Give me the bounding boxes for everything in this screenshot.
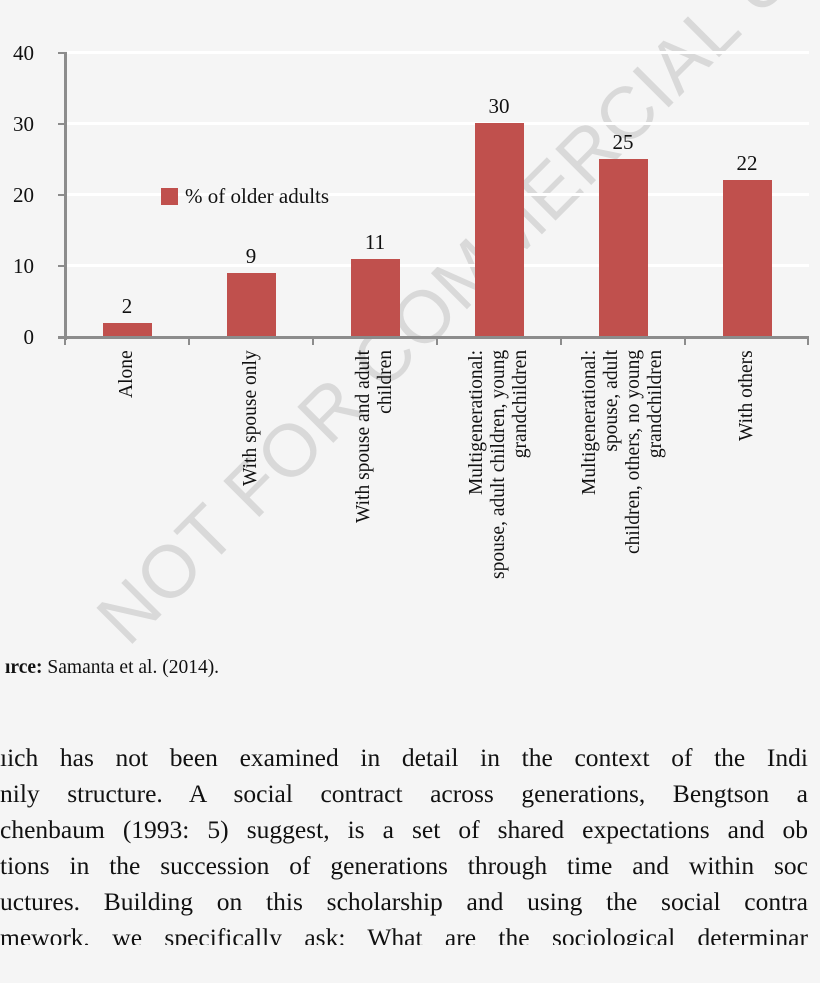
xtick bbox=[312, 337, 314, 345]
figure-source: ırce: Samanta et al. (2014). bbox=[5, 657, 219, 679]
category-label-line: With spouse and adult bbox=[353, 349, 374, 523]
category-label-line: Alone bbox=[116, 350, 137, 398]
body-line: mework, we specifically ask: What are th… bbox=[0, 923, 808, 945]
ytick-label-20: 20 bbox=[13, 183, 34, 207]
x-axis bbox=[58, 336, 809, 339]
body-paragraph: ıich has not been examined in detail in … bbox=[0, 740, 820, 945]
category-label-multigenerational-young: Multigenerational: spouse, adult children… bbox=[466, 350, 532, 579]
bar-with-others bbox=[722, 180, 772, 337]
body-line: tions in the succession of generations t… bbox=[0, 851, 808, 880]
watermark: NOT FOR COMMERCIAL USE bbox=[80, 0, 820, 660]
ytick-20 bbox=[58, 194, 66, 196]
body-line: chenbaum (1993: 5) suggest, is a set of … bbox=[0, 815, 808, 844]
category-label-line: With spouse only bbox=[240, 350, 261, 486]
category-label-line: grandchildren bbox=[510, 349, 531, 459]
data-label: 22 bbox=[736, 151, 758, 176]
category-label-line: grandchildren bbox=[645, 349, 666, 459]
data-label: 11 bbox=[364, 229, 386, 254]
xtick bbox=[64, 337, 66, 345]
gridline-20 bbox=[67, 193, 809, 196]
category-label-multigenerational-no-young: Multigenerational: spouse, adult children,… bbox=[579, 350, 667, 554]
xtick bbox=[684, 337, 686, 345]
xtick bbox=[188, 337, 190, 345]
ytick-30 bbox=[58, 123, 66, 125]
legend-label: % of older adults bbox=[185, 184, 330, 208]
category-label-with-spouse-and-adult-children: With spouse and adult children bbox=[353, 350, 397, 523]
category-label-with-others: With others bbox=[736, 350, 758, 441]
legend-swatch bbox=[161, 187, 178, 205]
y-axis bbox=[64, 52, 67, 340]
body-line: nily structure. A social contract across… bbox=[0, 779, 808, 808]
gridline-40 bbox=[67, 51, 809, 54]
category-label-line: spouse, adult bbox=[601, 349, 622, 452]
data-label: 25 bbox=[612, 129, 634, 154]
ytick-label-10: 10 bbox=[13, 254, 34, 278]
bar-alone bbox=[102, 322, 152, 337]
xtick bbox=[807, 337, 809, 345]
gridline-10 bbox=[67, 264, 809, 267]
category-label-line: Multigenerational: bbox=[579, 349, 600, 495]
ytick-label-30: 30 bbox=[13, 112, 34, 136]
category-label-line: With others bbox=[736, 350, 757, 441]
body-line: uctures. Building on this scholarship an… bbox=[0, 887, 808, 916]
xtick bbox=[560, 337, 562, 345]
category-label-with-spouse-only: With spouse only bbox=[240, 350, 262, 486]
data-label: 9 bbox=[245, 243, 257, 268]
data-label: 30 bbox=[488, 94, 510, 119]
source-text: Samanta et al. (2014). bbox=[42, 657, 220, 678]
gridline-30 bbox=[67, 122, 809, 125]
bar-multigenerational-no-young-grandchildren bbox=[598, 158, 648, 337]
body-line: ıich has not been examined in detail in … bbox=[0, 743, 808, 772]
category-label-alone: Alone bbox=[116, 350, 138, 398]
ytick-10 bbox=[58, 265, 66, 267]
category-label-line: children, others, no young bbox=[623, 349, 644, 554]
category-label-line: children bbox=[375, 349, 396, 414]
source-prefix: ırce: bbox=[5, 657, 43, 678]
ytick-label-40: 40 bbox=[13, 41, 34, 65]
category-label-line: Multigenerational: bbox=[466, 349, 487, 496]
bar-with-spouse-and-adult-children bbox=[350, 258, 400, 337]
ytick-40 bbox=[58, 52, 66, 54]
data-label: 2 bbox=[121, 293, 133, 318]
xtick bbox=[436, 337, 438, 345]
legend: % of older adults bbox=[161, 185, 329, 207]
bar-multigenerational-young-grandchildren bbox=[474, 123, 524, 337]
ytick-label-0: 0 bbox=[23, 325, 35, 349]
bar-with-spouse-only bbox=[226, 272, 276, 337]
category-label-line: spouse, adult children, young bbox=[488, 349, 509, 579]
